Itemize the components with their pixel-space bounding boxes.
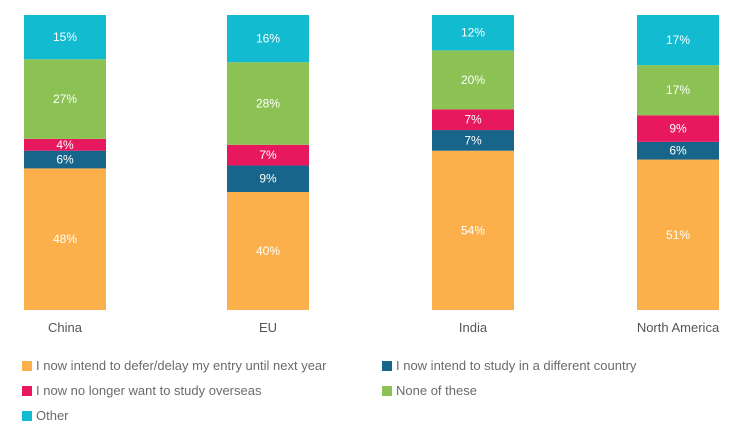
legend-label: None of these xyxy=(396,383,477,398)
legend-swatch xyxy=(22,385,32,396)
legend-label: Other xyxy=(36,408,69,423)
bar-segment-china-5 xyxy=(24,15,106,60)
legend-swatch xyxy=(382,385,392,396)
bar-segment-eu-2 xyxy=(227,165,309,192)
bar-segment-india-4 xyxy=(432,50,514,110)
data-label-china-5: 15% xyxy=(53,30,77,44)
data-label-china-2: 6% xyxy=(56,153,74,167)
legend-label: I now intend to study in a different cou… xyxy=(396,358,637,373)
bar-segment-north-america-2 xyxy=(637,141,719,160)
bar-segment-north-america-1 xyxy=(637,159,719,310)
data-label-india-1: 54% xyxy=(461,223,485,237)
data-label-north-america-4: 17% xyxy=(666,83,690,97)
bar-segment-eu-1 xyxy=(227,192,309,310)
category-label-china: China xyxy=(48,320,83,335)
data-label-india-3: 7% xyxy=(464,113,482,127)
bar-segment-india-3 xyxy=(432,109,514,131)
data-label-eu-2: 9% xyxy=(259,172,277,186)
bar-segment-china-4 xyxy=(24,59,106,139)
data-label-north-america-1: 51% xyxy=(666,228,690,242)
data-label-china-1: 48% xyxy=(53,232,77,246)
legend-swatch xyxy=(382,360,392,371)
category-label-eu: EU xyxy=(259,320,277,335)
bar-segment-north-america-5 xyxy=(637,15,719,66)
bar-segment-north-america-3 xyxy=(637,115,719,142)
data-label-north-america-5: 17% xyxy=(666,33,690,47)
data-label-india-2: 7% xyxy=(464,133,482,147)
data-label-eu-4: 28% xyxy=(256,97,280,111)
bar-segment-china-2 xyxy=(24,150,106,169)
data-label-china-3: 4% xyxy=(56,138,74,152)
data-label-north-america-3: 9% xyxy=(669,122,687,136)
bar-segment-india-1 xyxy=(432,150,514,310)
bar-segment-eu-5 xyxy=(227,15,309,63)
legend-label: I now no longer want to study overseas xyxy=(36,383,262,398)
data-label-eu-5: 16% xyxy=(256,32,280,46)
legend-item-4: None of these xyxy=(382,383,477,398)
bar-segment-eu-3 xyxy=(227,144,309,166)
bar-segment-north-america-4 xyxy=(637,65,719,116)
bar-segment-india-5 xyxy=(432,15,514,51)
legend-item-3: I now no longer want to study overseas xyxy=(22,383,261,398)
data-label-eu-1: 40% xyxy=(256,244,280,258)
data-label-india-5: 12% xyxy=(461,26,485,40)
legend-item-2: I now intend to study in a different cou… xyxy=(382,358,636,373)
legend-item-1: I now intend to defer/delay my entry unt… xyxy=(22,358,327,373)
bar-segment-china-3 xyxy=(24,138,106,151)
category-label-india: India xyxy=(459,320,488,335)
data-label-north-america-2: 6% xyxy=(669,144,687,158)
legend-swatch xyxy=(22,360,32,371)
data-label-eu-3: 7% xyxy=(259,148,277,162)
data-label-china-4: 27% xyxy=(53,92,77,106)
legend-item-5: Other xyxy=(22,408,69,423)
bar-segment-china-1 xyxy=(24,168,106,310)
legend-label: I now intend to defer/delay my entry unt… xyxy=(36,358,327,373)
bar-segment-eu-4 xyxy=(227,62,309,145)
legend-swatch xyxy=(22,410,32,421)
data-label-india-4: 20% xyxy=(461,73,485,87)
bar-segment-india-2 xyxy=(432,130,514,151)
category-label-north-america: North America xyxy=(637,320,720,335)
